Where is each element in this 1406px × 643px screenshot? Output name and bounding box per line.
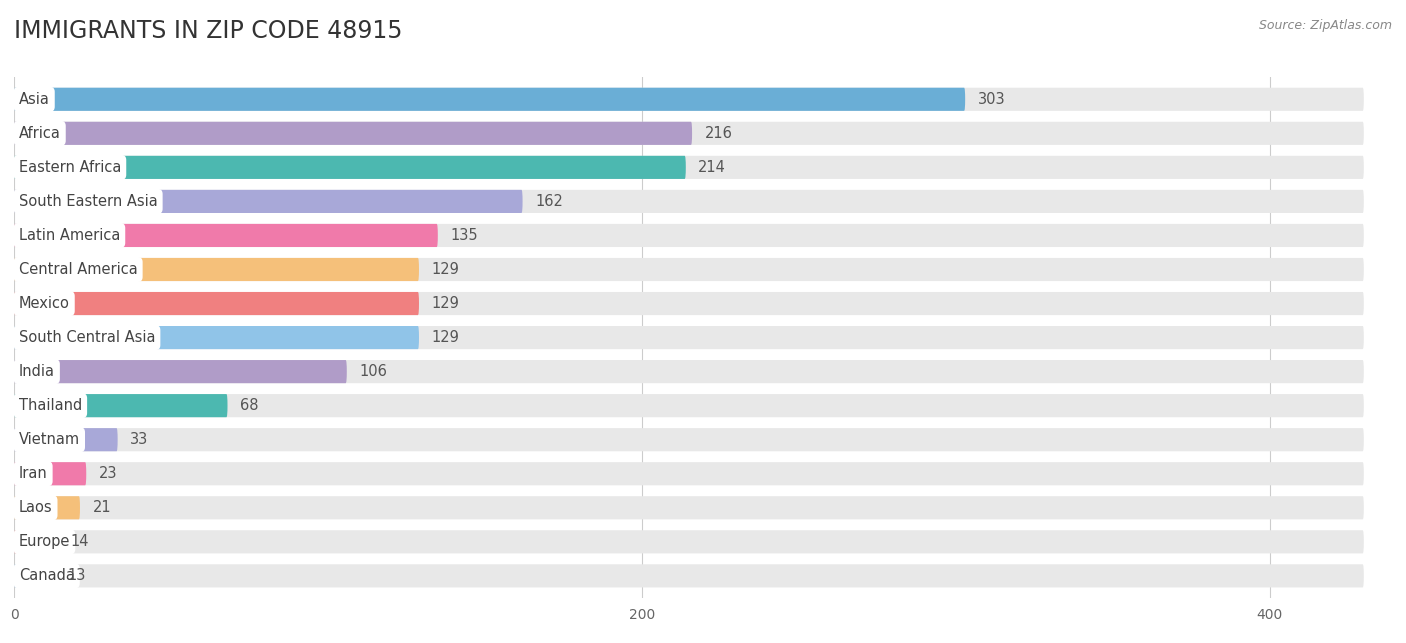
FancyBboxPatch shape (14, 530, 1364, 554)
Text: 129: 129 (432, 296, 460, 311)
FancyBboxPatch shape (14, 326, 419, 349)
FancyBboxPatch shape (14, 292, 419, 315)
FancyBboxPatch shape (14, 462, 86, 485)
FancyBboxPatch shape (14, 190, 523, 213)
Text: South Central Asia: South Central Asia (18, 330, 155, 345)
FancyBboxPatch shape (14, 258, 1364, 281)
FancyBboxPatch shape (14, 122, 692, 145)
FancyBboxPatch shape (14, 224, 1364, 247)
Text: 135: 135 (450, 228, 478, 243)
Text: 68: 68 (240, 398, 259, 413)
Text: 162: 162 (536, 194, 562, 209)
FancyBboxPatch shape (14, 122, 1364, 145)
FancyBboxPatch shape (14, 428, 1364, 451)
FancyBboxPatch shape (14, 326, 1364, 349)
Text: IMMIGRANTS IN ZIP CODE 48915: IMMIGRANTS IN ZIP CODE 48915 (14, 19, 402, 43)
FancyBboxPatch shape (14, 224, 437, 247)
Text: 13: 13 (67, 568, 86, 583)
Text: 106: 106 (360, 364, 387, 379)
Text: Laos: Laos (18, 500, 52, 515)
FancyBboxPatch shape (14, 156, 686, 179)
Text: Latin America: Latin America (18, 228, 120, 243)
FancyBboxPatch shape (14, 258, 419, 281)
FancyBboxPatch shape (14, 87, 1364, 111)
FancyBboxPatch shape (14, 462, 1364, 485)
Text: Vietnam: Vietnam (18, 432, 80, 447)
FancyBboxPatch shape (14, 394, 1364, 417)
FancyBboxPatch shape (14, 428, 118, 451)
Text: Canada: Canada (18, 568, 75, 583)
Text: Eastern Africa: Eastern Africa (18, 160, 121, 175)
Text: Source: ZipAtlas.com: Source: ZipAtlas.com (1258, 19, 1392, 32)
Text: India: India (18, 364, 55, 379)
FancyBboxPatch shape (14, 360, 1364, 383)
FancyBboxPatch shape (14, 360, 347, 383)
Text: 23: 23 (98, 466, 117, 481)
Text: Mexico: Mexico (18, 296, 70, 311)
FancyBboxPatch shape (14, 190, 1364, 213)
Text: 129: 129 (432, 262, 460, 277)
Text: 216: 216 (704, 126, 733, 141)
FancyBboxPatch shape (14, 496, 80, 520)
FancyBboxPatch shape (14, 530, 58, 554)
Text: 33: 33 (131, 432, 149, 447)
FancyBboxPatch shape (14, 87, 965, 111)
Text: 129: 129 (432, 330, 460, 345)
Text: Africa: Africa (18, 126, 60, 141)
Text: Asia: Asia (18, 92, 49, 107)
FancyBboxPatch shape (14, 292, 1364, 315)
Text: 14: 14 (70, 534, 89, 549)
FancyBboxPatch shape (14, 496, 1364, 520)
Text: Central America: Central America (18, 262, 138, 277)
FancyBboxPatch shape (14, 394, 228, 417)
FancyBboxPatch shape (14, 565, 1364, 588)
Text: 214: 214 (699, 160, 727, 175)
Text: South Eastern Asia: South Eastern Asia (18, 194, 157, 209)
Text: Europe: Europe (18, 534, 70, 549)
Text: Thailand: Thailand (18, 398, 82, 413)
Text: 21: 21 (93, 500, 111, 515)
FancyBboxPatch shape (14, 156, 1364, 179)
Text: Iran: Iran (18, 466, 48, 481)
Text: 303: 303 (977, 92, 1005, 107)
FancyBboxPatch shape (14, 565, 55, 588)
